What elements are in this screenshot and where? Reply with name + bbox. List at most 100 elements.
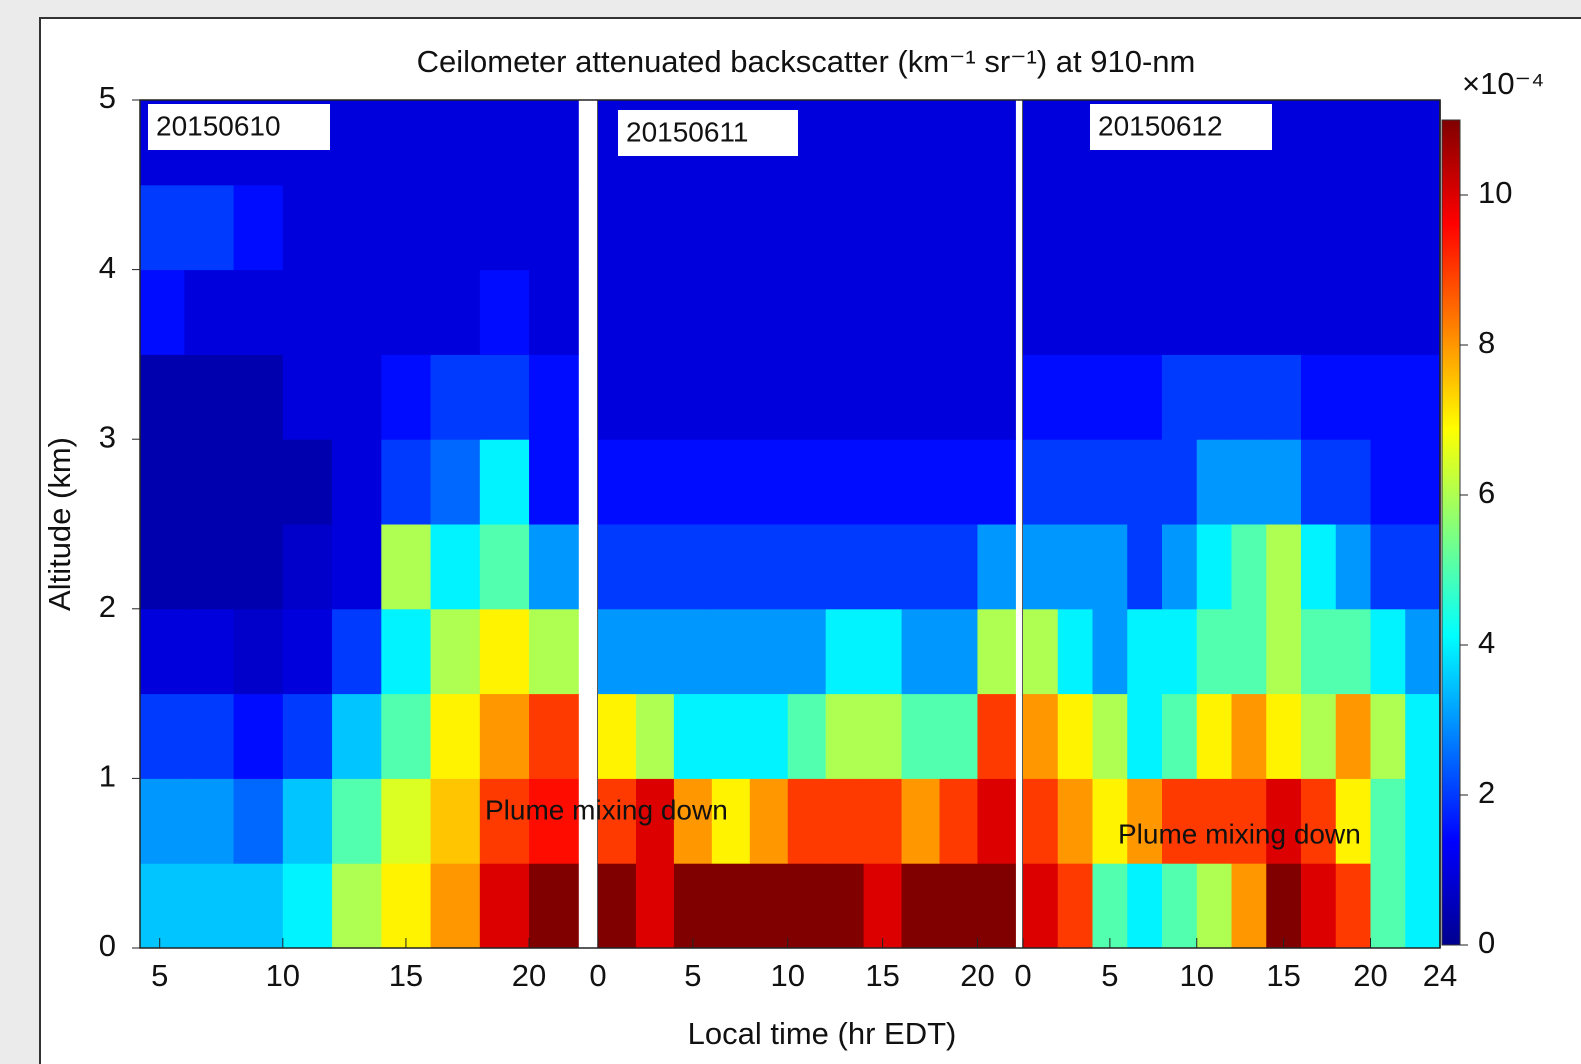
plot-frame [139,99,1441,949]
heat-cell [749,693,789,779]
heat-cell [939,863,978,948]
heat-cell [863,608,903,695]
heat-cell [1370,354,1406,440]
heat-cell [479,439,530,525]
heat-cell [1057,269,1093,355]
heat-cell [1335,100,1371,186]
heat-cell [787,524,827,610]
heat-cell [381,608,432,695]
heat-cell [1092,354,1128,440]
heat-cell [1092,863,1128,948]
heat-cell [1092,778,1128,864]
heat-cell [282,184,333,271]
x-tick-label: 20 [1353,958,1387,993]
heat-cell [673,693,713,779]
heat-cell [673,608,713,695]
heat-cell [529,693,579,779]
heat-cell [332,354,382,440]
heat-cell [479,778,530,864]
heat-cell [863,863,903,948]
heat-cell [479,100,530,186]
heat-cell [863,524,903,610]
heat-cell [825,439,865,525]
heat-cell [863,778,903,864]
heat-cell [787,608,827,695]
heat-cell [529,354,579,440]
colorbar [1441,119,1461,946]
panel-label-box [148,104,330,150]
heat-cell [381,863,432,948]
heat-cell [1023,524,1059,610]
heat-cell [1023,354,1059,440]
heat-cell [749,524,789,610]
heat-cell [1196,439,1232,525]
heat-cell [598,608,637,695]
heat-cell [1405,863,1440,948]
heat-cell [977,100,1016,186]
heat-cell [1301,524,1337,610]
heat-cell [1162,439,1198,525]
x-tick-label: 20 [960,958,994,993]
heat-cell [901,608,941,695]
heat-cell [939,354,978,440]
heat-cell [749,439,789,525]
heat-cell [529,524,579,610]
heat-cell [233,354,284,440]
heat-cell [977,524,1016,610]
heat-cell [1266,100,1302,186]
heat-cell [977,439,1016,525]
heat-cell [1370,608,1406,695]
heat-cell [673,524,713,610]
chart-title: Ceilometer attenuated backscatter (km⁻¹ … [417,44,1196,79]
heat-cell [430,693,481,779]
heat-cell [282,439,333,525]
y-tick-label: 1 [99,759,116,794]
heat-cell [1057,100,1093,186]
heat-cell [749,863,789,948]
x-tick-label: 15 [1266,958,1300,993]
heat-cell [430,184,481,271]
x-axis-label: Local time (hr EDT) [688,1016,957,1051]
heat-cell [140,778,185,864]
heat-cell [977,354,1016,440]
x-tick-label: 0 [1014,958,1031,993]
heat-cell [282,354,333,440]
colorbar-tick-label: 10 [1478,175,1512,210]
panel-label: 20150611 [626,116,749,147]
heat-cell [977,778,1016,864]
heat-cell [635,354,675,440]
heat-cell [711,863,751,948]
heat-cell [1057,354,1093,440]
x-tick-label: 15 [389,958,423,993]
colorbar-tick-label: 4 [1478,625,1495,660]
heat-cell [1266,863,1302,948]
heat-cell [1301,354,1337,440]
heat-cell [749,269,789,355]
heat-cell [977,269,1016,355]
heat-cell [598,863,637,948]
heat-cell [635,608,675,695]
heat-cell [184,439,235,525]
heat-cell [233,524,284,610]
heat-cell [977,693,1016,779]
heat-cell [787,184,827,271]
colorbar-exponent: ×10⁻⁴ [1462,66,1544,101]
heat-cell [1231,693,1267,779]
heat-cell [1092,269,1128,355]
heat-cell [479,608,530,695]
heat-cell [825,863,865,948]
heat-cell [332,100,382,186]
heat-cell [939,778,978,864]
heat-cell [977,608,1016,695]
heat-cell [1196,778,1232,864]
heat-cell [787,354,827,440]
heat-cell [863,269,903,355]
heat-cell [184,693,235,779]
heat-cell [1405,778,1440,864]
heat-cell [1162,354,1198,440]
colorbar-tick-label: 6 [1478,475,1495,510]
heat-cell [1405,100,1440,186]
heat-cell [1301,269,1337,355]
heat-cell [711,269,751,355]
panel [598,100,1016,948]
